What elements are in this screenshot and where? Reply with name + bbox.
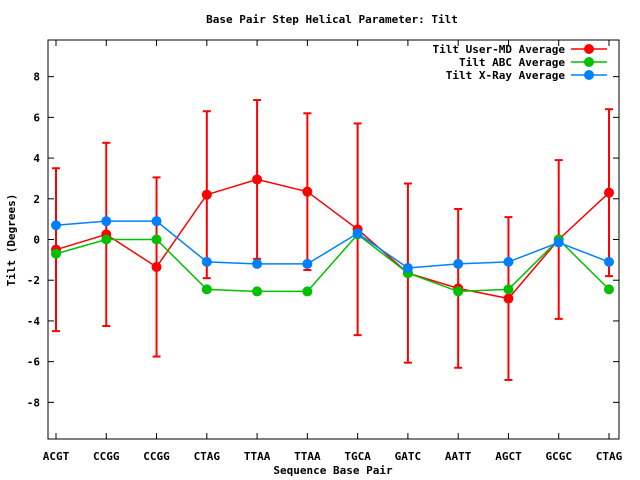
series-layer: [51, 99, 614, 381]
y-tick-label: -4: [27, 315, 41, 328]
data-point: [252, 174, 263, 185]
x-tick-label: TTAA: [294, 450, 321, 463]
data-point: [553, 237, 564, 248]
data-point: [503, 256, 514, 267]
data-point: [151, 261, 162, 272]
data-point: [252, 286, 263, 297]
y-tick-label: 6: [33, 111, 40, 124]
data-point: [604, 187, 614, 198]
data-point: [352, 228, 363, 239]
data-point: [402, 263, 413, 273]
y-axis-label: Tilt (Degrees): [5, 194, 18, 287]
x-tick-label: CTAG: [596, 450, 623, 463]
series-line: [55, 233, 610, 293]
legend-marker: [584, 70, 594, 80]
data-point: [503, 293, 514, 304]
series-3: [51, 216, 614, 273]
y-axis: -8 -6 -4 -2 0 2 4 6 8: [27, 71, 619, 409]
legend-marker: [584, 44, 594, 54]
data-point: [302, 258, 313, 269]
data-point: [201, 189, 212, 200]
y-tick-label: -8: [27, 396, 40, 409]
x-tick-label: GCGC: [545, 450, 572, 463]
data-point: [302, 186, 313, 197]
data-point: [453, 286, 464, 297]
y-tick-label: -6: [27, 356, 41, 369]
x-tick-label: TTAA: [244, 450, 271, 463]
data-point: [604, 284, 614, 295]
x-axis-label: Sequence Base Pair: [273, 464, 393, 477]
data-point: [101, 216, 112, 227]
y-tick-label: 2: [33, 193, 40, 206]
data-point: [201, 256, 212, 267]
data-point: [151, 216, 162, 227]
y-tick-label: 8: [33, 71, 40, 84]
data-point: [302, 286, 313, 297]
data-point: [503, 284, 514, 295]
series-line: [55, 220, 610, 269]
data-point: [151, 234, 162, 245]
x-tick-label: GATC: [395, 450, 422, 463]
y-tick-label: 4: [33, 152, 40, 165]
data-point: [201, 284, 212, 295]
chart-title: Base Pair Step Helical Parameter: Tilt: [206, 13, 458, 26]
x-tick-label: CCGG: [143, 450, 170, 463]
data-point: [453, 258, 464, 269]
legend-marker: [584, 57, 594, 67]
data-point: [51, 220, 61, 231]
series-line: [55, 178, 610, 300]
x-tick-label: AGCT: [495, 450, 522, 463]
legend-label: Tilt User-MD Average: [433, 43, 566, 56]
legend-label: Tilt X-Ray Average: [446, 69, 566, 82]
x-tick-label: CTAG: [194, 450, 221, 463]
y-tick-label: -2: [27, 274, 40, 287]
series-2: [51, 229, 614, 297]
data-point: [101, 234, 112, 245]
legend-label: Tilt ABC Average: [459, 56, 565, 69]
x-tick-label: ACGT: [43, 450, 70, 463]
x-axis: ACGT CCGG CCGG CTAG TTAA TTAA TGCA GATC AATT AGCT…: [43, 40, 623, 463]
data-point: [604, 256, 614, 267]
data-point: [51, 248, 61, 259]
x-tick-label: CCGG: [93, 450, 120, 463]
x-tick-label: TGCA: [344, 450, 371, 463]
x-tick-label: AATT: [445, 450, 472, 463]
data-point: [252, 258, 263, 269]
y-tick-label: 0: [33, 234, 40, 247]
